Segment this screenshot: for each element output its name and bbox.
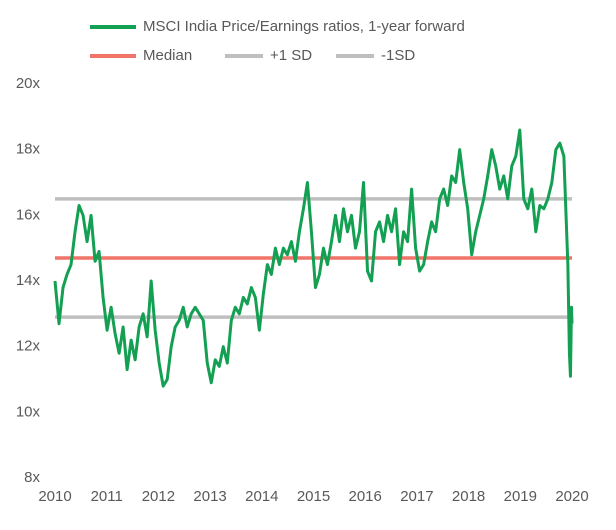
y-tick-label: 8x — [24, 469, 40, 486]
x-tick-label: 2010 — [38, 488, 71, 505]
legend-label: -1SD — [381, 47, 415, 64]
data-line — [53, 128, 574, 388]
x-tick-label: 2012 — [142, 488, 175, 505]
x-tick-label: 2011 — [91, 488, 123, 505]
x-tick-label: 2018 — [452, 488, 485, 505]
x-tick-label: 2015 — [297, 488, 330, 505]
x-tick-label: 2019 — [504, 488, 537, 505]
legend-label: +1 SD — [270, 47, 312, 64]
legend-label: MSCI India Price/Earnings ratios, 1-year… — [143, 18, 465, 35]
x-tick-label: 2016 — [349, 488, 382, 505]
y-tick-label: 12x — [16, 338, 41, 355]
y-tick-label: 14x — [16, 272, 41, 289]
x-tick-label: 2017 — [400, 488, 433, 505]
y-tick-label: 10x — [16, 403, 41, 420]
x-tick-label: 2020 — [555, 488, 588, 505]
y-tick-label: 20x — [16, 75, 41, 92]
x-tick-label: 2014 — [245, 488, 278, 505]
x-tick-label: 2013 — [193, 488, 226, 505]
y-tick-label: 18x — [16, 141, 41, 158]
y-tick-label: 16x — [16, 206, 41, 223]
legend-label: Median — [143, 47, 192, 64]
